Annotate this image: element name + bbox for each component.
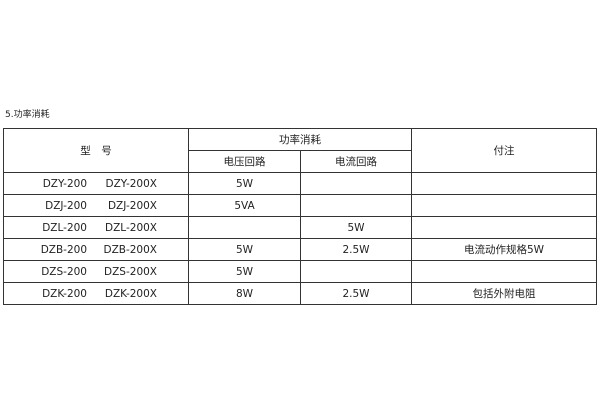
voltage-cell xyxy=(188,216,301,239)
current-cell: 2.5W xyxy=(300,238,412,261)
model-cell: DZY-200 DZY-200X xyxy=(3,172,189,195)
model-b: DZJ-200X xyxy=(107,199,157,212)
model-a: DZY-200 xyxy=(42,177,87,190)
current-cell xyxy=(300,194,412,217)
header-model: 型 号 xyxy=(3,128,189,173)
header-note: 付注 xyxy=(411,128,597,173)
section-title: 5.功率消耗 xyxy=(5,110,50,120)
voltage-cell: 5W xyxy=(188,260,301,283)
model-cell: DZK-200 DZK-200X xyxy=(3,282,189,305)
model-b: DZS-200X xyxy=(104,265,157,278)
table-row: DZB-200 DZB-200X 5W 2.5W 电流动作规格5W xyxy=(3,238,597,261)
table-row: DZJ-200 DZJ-200X 5VA xyxy=(3,194,597,217)
header-current-circuit: 电流回路 xyxy=(300,150,412,173)
note-cell: 包括外附电阻 xyxy=(411,282,597,305)
model-a: DZL-200 xyxy=(42,221,87,234)
model-cell: DZL-200 DZL-200X xyxy=(3,216,189,239)
voltage-cell: 5W xyxy=(188,172,301,195)
header-voltage-circuit: 电压回路 xyxy=(188,150,301,173)
model-b: DZK-200X xyxy=(104,287,157,300)
voltage-cell: 5VA xyxy=(188,194,301,217)
model-cell: DZS-200 DZS-200X xyxy=(3,260,189,283)
current-cell xyxy=(300,172,412,195)
note-cell xyxy=(411,216,597,239)
table-row: DZK-200 DZK-200X 8W 2.5W 包括外附电阻 xyxy=(3,282,597,305)
note-cell xyxy=(411,260,597,283)
header-row: 型 号 功率消耗 付注 xyxy=(3,128,597,173)
current-cell: 5W xyxy=(300,216,412,239)
model-a: DZS-200 xyxy=(41,265,87,278)
power-consumption-table: 型 号 功率消耗 付注 电压回路 电流回路 DZY-200 DZY-200X 5W… xyxy=(3,128,597,305)
model-b: DZL-200X xyxy=(105,221,157,234)
current-cell xyxy=(300,260,412,283)
model-cell: DZB-200 DZB-200X xyxy=(3,238,189,261)
table-row: DZS-200 DZS-200X 5W xyxy=(3,260,597,283)
note-cell xyxy=(411,172,597,195)
current-cell: 2.5W xyxy=(300,282,412,305)
model-cell: DZJ-200 DZJ-200X xyxy=(3,194,189,217)
table-row: DZL-200 DZL-200X 5W xyxy=(3,216,597,239)
model-b: DZB-200X xyxy=(103,243,157,256)
voltage-cell: 8W xyxy=(188,282,301,305)
voltage-cell: 5W xyxy=(188,238,301,261)
note-cell xyxy=(411,194,597,217)
table-row: DZY-200 DZY-200X 5W xyxy=(3,172,597,195)
note-cell: 电流动作规格5W xyxy=(411,238,597,261)
model-a: DZB-200 xyxy=(40,243,87,256)
model-a: DZJ-200 xyxy=(45,199,87,212)
header-power: 功率消耗 xyxy=(188,128,412,151)
model-b: DZY-200X xyxy=(105,177,157,190)
model-a: DZK-200 xyxy=(42,287,87,300)
